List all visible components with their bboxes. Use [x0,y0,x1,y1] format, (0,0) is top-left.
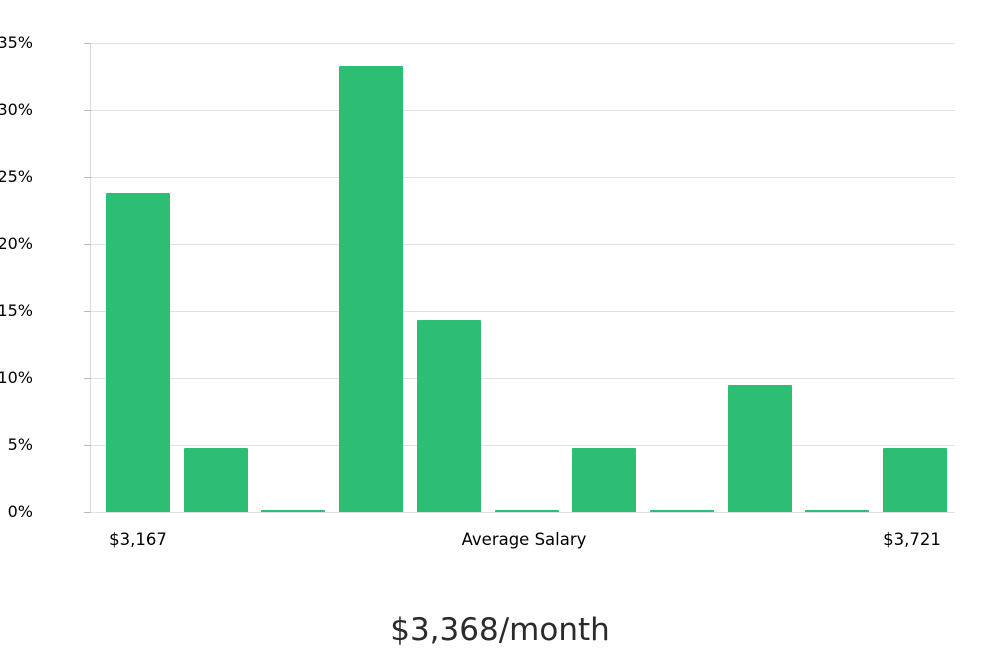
bar [805,510,870,512]
y-axis-tick [84,110,91,111]
bar [106,193,170,512]
y-axis-label: 5% [7,435,33,454]
bar [416,320,481,512]
x-label-min-salary: $3,167 [109,530,167,549]
bar [494,510,559,512]
y-axis-label: 15% [0,301,33,320]
bar [183,447,248,512]
gridline [91,512,955,513]
bar [339,65,404,512]
x-label-average-salary: Average Salary [461,530,587,549]
chart-title: $3,368/month [390,612,610,648]
y-axis-label: 20% [0,234,33,253]
y-axis-label: 0% [7,502,33,521]
plot-area: 0% 5% 10% 15% 20% 25% 30% 35% [0,33,955,521]
gridline [91,177,955,178]
bar [261,510,326,512]
gridline [91,43,955,44]
y-axis-tick [84,445,91,446]
y-axis-tick [84,43,91,44]
y-axis-label: 10% [0,368,33,387]
x-axis-labels: $3,167 Average Salary $3,721 [0,530,1000,554]
gridline [91,378,955,379]
y-axis-label: 25% [0,167,33,186]
gridline [91,311,955,312]
y-axis-tick [84,512,91,513]
gridline [91,445,955,446]
gridline [91,244,955,245]
bar [727,384,792,512]
x-label-max-salary: $3,721 [883,530,941,549]
y-axis-label: 35% [0,33,33,52]
y-axis-tick [84,244,91,245]
y-axis-tick [84,378,91,379]
bar [649,510,714,512]
bar [572,447,637,512]
y-axis-tick [84,177,91,178]
y-axis-tick [84,311,91,312]
bar [883,447,947,512]
y-axis-label: 30% [0,100,33,119]
gridline [91,110,955,111]
